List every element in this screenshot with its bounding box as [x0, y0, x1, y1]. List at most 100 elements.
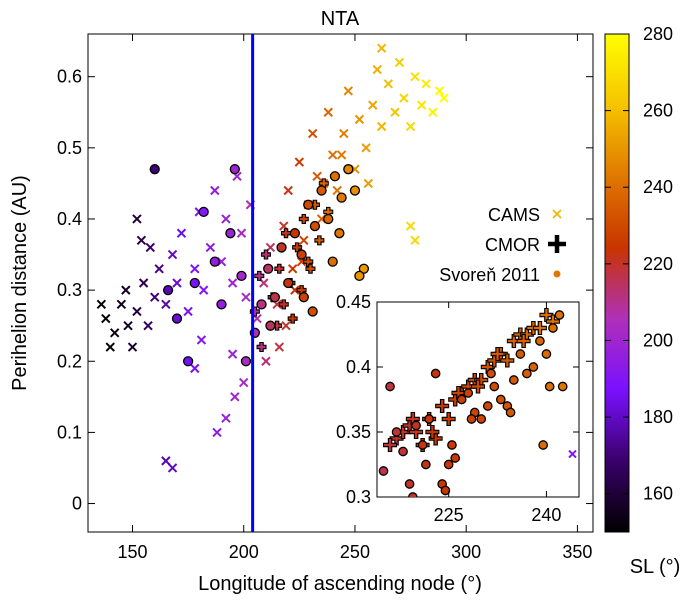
data-point — [261, 356, 271, 366]
inset-data-point — [463, 388, 474, 398]
data-point — [336, 192, 347, 203]
data-point — [109, 328, 120, 338]
data-point — [296, 249, 307, 260]
data-point — [354, 270, 365, 282]
inset-data-point — [554, 310, 565, 320]
data-point — [307, 128, 318, 139]
data-point — [287, 264, 298, 274]
x-tick-label: 150 — [117, 542, 147, 562]
inset-axis-ticks: 225 240 0.3 0.35 0.4 0.45 — [336, 292, 579, 525]
data-point — [209, 256, 220, 267]
data-point — [296, 256, 307, 267]
data-point — [372, 64, 382, 75]
inset-data-point — [541, 349, 552, 359]
data-point — [434, 86, 445, 96]
data-point — [176, 228, 187, 238]
legend-marker-cams — [552, 209, 562, 219]
data-point — [149, 164, 160, 175]
data-point — [239, 377, 249, 388]
y-tick-label: 0.1 — [57, 422, 82, 442]
data-point — [363, 178, 374, 189]
inset-y-tick-label: 0.4 — [346, 357, 371, 377]
legend-marker-cmor — [548, 235, 566, 253]
inset-data-point — [528, 362, 539, 372]
data-point — [361, 143, 371, 153]
data-point — [96, 299, 107, 310]
inset-data-point — [443, 459, 454, 470]
data-point — [205, 242, 216, 253]
legend-marker-shape — [548, 235, 566, 253]
data-point — [439, 93, 449, 103]
data-point — [136, 235, 147, 246]
inset-data-point — [535, 336, 545, 346]
inset-data-point — [500, 353, 515, 368]
data-point — [405, 121, 416, 132]
data-point — [265, 320, 276, 331]
data-point — [230, 392, 240, 402]
inset-data-point — [404, 479, 415, 489]
data-point — [336, 150, 347, 160]
data-point — [154, 264, 164, 274]
inset-data-point — [482, 401, 493, 411]
data-point — [368, 100, 378, 110]
colorbar-tick-label: 240 — [643, 177, 673, 197]
inset-data-point — [385, 381, 395, 392]
inset-data-point — [486, 368, 496, 379]
data-point — [116, 299, 127, 310]
data-point — [260, 249, 271, 260]
data-point — [132, 214, 142, 224]
y-tick-label: 0.5 — [57, 138, 82, 158]
data-point — [196, 335, 207, 345]
data-point — [274, 342, 285, 352]
data-point — [132, 306, 142, 317]
data-point — [328, 150, 338, 160]
colorbar-label: SL (°) — [630, 556, 681, 578]
data-point — [394, 57, 405, 68]
inset-data-point — [568, 449, 577, 459]
data-point — [334, 228, 345, 239]
data-point — [221, 214, 231, 224]
legend-marker-svoren — [553, 270, 561, 278]
data-point — [127, 342, 138, 352]
data-point — [323, 213, 334, 225]
inset-data-point — [441, 412, 456, 426]
legend: CAMS CMOR Svoreň 2011 — [439, 205, 566, 285]
inset-data-point — [505, 407, 516, 418]
x-tick-label: 300 — [451, 542, 481, 562]
data-point — [161, 456, 171, 466]
data-point — [312, 171, 322, 181]
data-point — [227, 278, 238, 288]
inset-x-tick-label: 225 — [434, 505, 464, 525]
x-tick-label: 250 — [340, 542, 370, 562]
data-point — [216, 299, 227, 310]
data-point — [327, 256, 338, 267]
main-scatter-layer — [96, 43, 449, 473]
legend-marker-shape — [553, 270, 561, 278]
data-point — [343, 86, 353, 96]
data-point — [105, 342, 115, 352]
inset-data-point — [424, 414, 434, 424]
data-point — [121, 285, 131, 295]
data-point — [198, 206, 209, 218]
inset-data-point — [489, 381, 500, 392]
data-point — [210, 185, 220, 196]
inset-data-point — [516, 334, 531, 348]
inset-data-point — [456, 394, 467, 405]
data-point — [294, 157, 305, 167]
data-point — [339, 128, 349, 139]
data-point — [292, 242, 303, 253]
y-tick-label: 0.4 — [57, 209, 82, 229]
data-point — [283, 277, 294, 289]
data-point — [161, 299, 171, 310]
main-axis-ticks: 150 200 250 300 350 0 0.1 0.2 0.3 0.4 0.5 0.6 — [57, 34, 593, 562]
inset-data-point — [548, 323, 558, 333]
data-point — [289, 228, 301, 239]
data-point — [263, 263, 274, 274]
data-point — [410, 71, 420, 82]
data-point — [145, 242, 155, 253]
data-point — [298, 213, 309, 224]
data-point — [383, 79, 394, 89]
data-point — [358, 263, 370, 274]
